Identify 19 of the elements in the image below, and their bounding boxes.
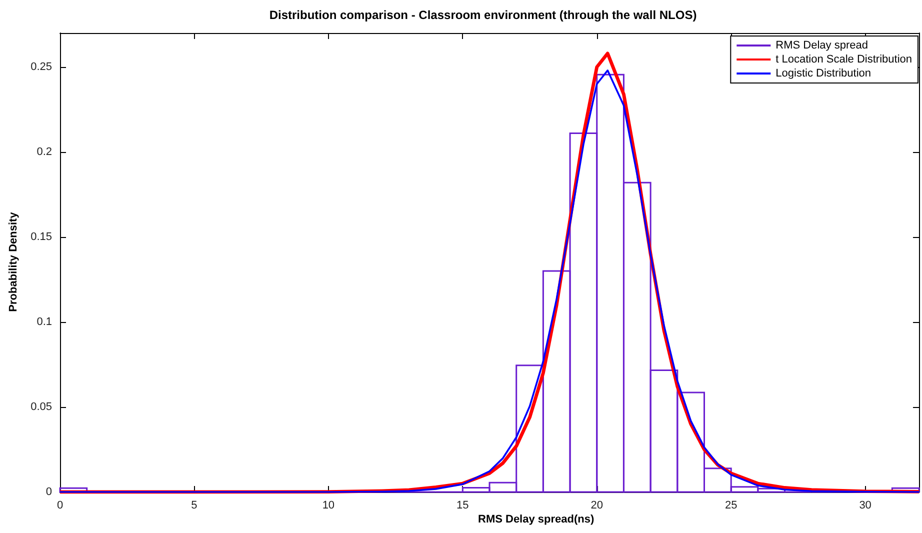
x-tick-label: 10: [322, 500, 335, 512]
y-tick-label: 0.25: [30, 61, 52, 73]
y-tick-label: 0.1: [36, 316, 52, 328]
x-tick-label: 30: [859, 500, 872, 512]
x-tick-label: 5: [191, 500, 198, 512]
y-tick-label: 0.2: [36, 146, 52, 158]
x-tick-label: 25: [724, 500, 738, 512]
legend-label: Logistic Distribution: [776, 68, 872, 80]
legend-label: RMS Delay spread: [776, 40, 868, 52]
x-tick-label: 0: [56, 500, 64, 512]
chart-title: Distribution comparison - Classroom environment (through the wall NLOS): [269, 8, 697, 22]
y-tick-label: 0: [46, 486, 52, 498]
x-axis-title: RMS Delay spread(ns): [478, 514, 594, 526]
y-tick-label: 0.05: [30, 401, 52, 413]
x-tick-label: 15: [456, 500, 469, 512]
legend-label: t Location Scale Distribution: [776, 54, 912, 66]
y-axis-title: Probability Density: [8, 211, 20, 312]
y-tick-label: 0.15: [30, 231, 52, 243]
x-tick-label: 20: [590, 500, 603, 512]
